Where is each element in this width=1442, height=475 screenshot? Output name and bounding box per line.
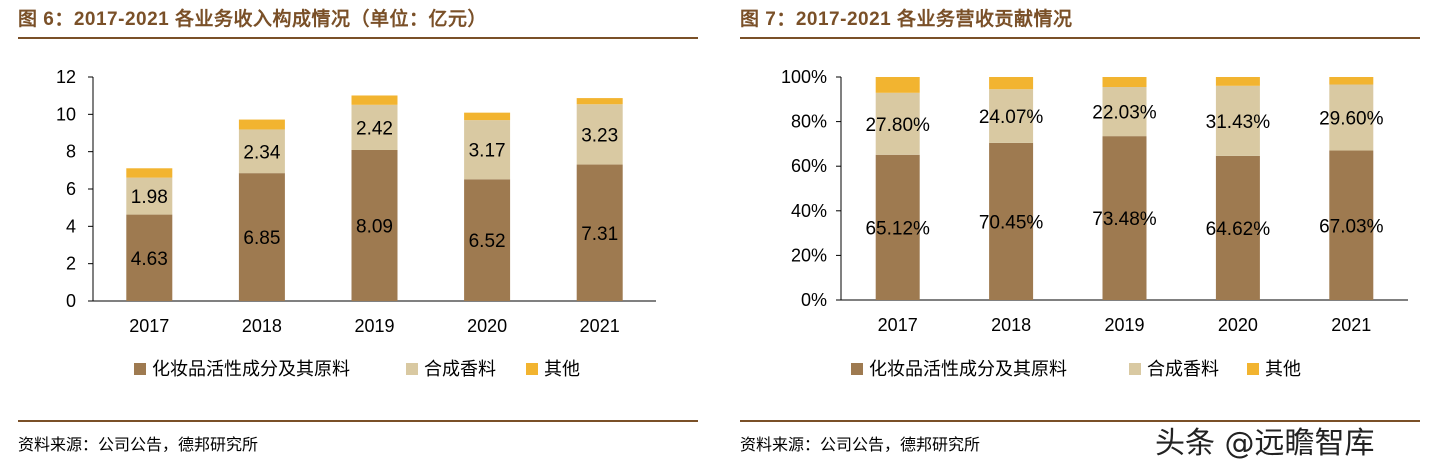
- legend-swatch-series-2: [406, 363, 418, 375]
- x-tick-label: 2019: [1104, 315, 1144, 335]
- x-tick-label: 2021: [1331, 315, 1371, 335]
- bar-2017-series-3: [875, 77, 920, 93]
- x-tick-label: 2018: [242, 316, 282, 336]
- figure-6-panel: 图 6：2017-2021 各业务收入构成情况（单位：亿元） 0 2 4 6 8 10 12…: [18, 0, 698, 475]
- bar-2018-series-1: [238, 173, 285, 301]
- data-label-2020-series-2: 31.43%: [1206, 112, 1271, 133]
- legend-label-series-3: 其他: [544, 359, 580, 380]
- data-label-2021-series-2: 29.60%: [1319, 109, 1384, 130]
- bar-2021-series-1: [1329, 150, 1374, 300]
- x-tick-label: 2019: [354, 316, 394, 336]
- x-tick-label: 2020: [467, 316, 507, 336]
- y-tick-label: 80%: [791, 112, 827, 132]
- figure-6-top-rule: [18, 37, 698, 39]
- bar-2019-series-1: [1102, 136, 1147, 300]
- y-tick-label: 0: [66, 291, 76, 311]
- data-label-2020-series-2: 3.17: [469, 141, 506, 162]
- bar-2020-series-3: [464, 112, 511, 121]
- bar-2019-series-3: [351, 95, 398, 105]
- legend-swatch-series-3: [1247, 363, 1259, 375]
- x-tick-label: 2018: [991, 315, 1031, 335]
- y-tick-label: 40%: [791, 201, 827, 221]
- bar-2021-series-3: [1329, 77, 1374, 85]
- data-label-2017-series-2: 1.98: [131, 187, 168, 208]
- bar-2021-series-3: [576, 98, 623, 105]
- bar-2018-series-2: [989, 89, 1034, 143]
- data-label-2018-series-1: 6.85: [243, 228, 280, 249]
- bar-2017-series-1: [875, 154, 920, 300]
- figure-7-title: 图 7：2017-2021 各业务营收贡献情况: [740, 9, 1073, 30]
- bar-2018-series-3: [238, 119, 285, 130]
- figure-6-bottom-rule: [18, 420, 698, 422]
- legend-swatch-series-1: [851, 363, 863, 375]
- legend-swatch-series-3: [526, 363, 538, 375]
- bar-2019-series-2: [1102, 87, 1147, 137]
- legend-swatch-series-2: [1129, 363, 1141, 375]
- data-label-2021-series-1: 67.03%: [1319, 216, 1384, 237]
- bar-2019-series-1: [351, 149, 398, 301]
- bar-2020-series-2: [464, 120, 511, 180]
- data-label-2018-series-1: 70.45%: [979, 212, 1044, 233]
- bar-2017-series-1: [126, 214, 173, 301]
- data-label-2018-series-2: 2.34: [243, 142, 280, 163]
- watermark: 头条 @远瞻智库: [1155, 426, 1375, 461]
- bar-2021-series-2: [1329, 84, 1374, 151]
- x-tick-label: 2017: [878, 315, 918, 335]
- figure-7-top-rule: [740, 37, 1420, 39]
- figure-7-chart: 0% 20% 40% 60% 80% 100% 65.12% 27.80% 2017 70.45%…: [781, 67, 1408, 380]
- y-tick-label: 4: [66, 216, 76, 236]
- data-label-2018-series-2: 24.07%: [979, 107, 1044, 128]
- bar-2020-series-3: [1215, 77, 1260, 86]
- x-tick-label: 2017: [129, 316, 169, 336]
- bar-2018-series-2: [238, 129, 285, 174]
- data-label-2020-series-1: 64.62%: [1206, 219, 1271, 240]
- y-tick-label: 10: [56, 104, 76, 124]
- bar-2020-series-1: [1215, 155, 1260, 300]
- y-tick-label: 8: [66, 142, 76, 162]
- bar-2019-series-3: [1102, 77, 1147, 88]
- bar-2021-series-2: [576, 104, 623, 165]
- y-tick-label: 12: [56, 67, 76, 87]
- data-label-2017-series-1: 4.63: [131, 249, 168, 270]
- bar-2017-series-2: [875, 92, 920, 155]
- bar-2021-series-1: [576, 164, 623, 301]
- y-tick-label: 100%: [781, 67, 827, 87]
- data-label-2019-series-1: 73.48%: [1092, 209, 1157, 230]
- legend-label-series-1: 化妆品活性成分及其原料: [869, 359, 1067, 380]
- x-tick-label: 2021: [580, 316, 620, 336]
- data-label-2021-series-2: 3.23: [581, 125, 618, 146]
- bar-2017-series-3: [126, 168, 173, 178]
- bar-2020-series-2: [1215, 85, 1260, 156]
- legend-label-series-2: 合成香料: [1147, 359, 1219, 380]
- figure-6-chart: 0 2 4 6 8 10 12 4.63 1.98 2017 6.85 2.34 2018 8.09 2.4…: [56, 67, 656, 380]
- data-label-2019-series-2: 22.03%: [1092, 103, 1157, 124]
- y-tick-label: 20%: [791, 245, 827, 265]
- y-tick-label: 6: [66, 179, 76, 199]
- figure-6-source: 资料来源：公司公告，德邦研究所: [18, 435, 259, 454]
- figure-7-bottom-rule: [740, 420, 1420, 422]
- data-label-2020-series-1: 6.52: [469, 231, 506, 252]
- bar-2018-series-1: [989, 142, 1034, 300]
- legend-label-series-3: 其他: [1265, 359, 1301, 380]
- bar-2018-series-3: [989, 77, 1034, 90]
- bar-2017-series-2: [126, 177, 173, 215]
- y-tick-label: 2: [66, 254, 76, 274]
- legend-label-series-2: 合成香料: [424, 359, 496, 380]
- figure-6-title: 图 6：2017-2021 各业务收入构成情况（单位：亿元）: [18, 9, 487, 30]
- y-tick-label: 0%: [801, 290, 827, 310]
- figure-7-source: 资料来源：公司公告，德邦研究所: [740, 435, 981, 454]
- y-tick-label: 60%: [791, 156, 827, 176]
- data-label-2017-series-2: 27.80%: [865, 115, 930, 136]
- figure-7-panel: 图 7：2017-2021 各业务营收贡献情况 0% 20% 40% 60% 80% 10…: [740, 0, 1420, 475]
- data-label-2021-series-1: 7.31: [581, 224, 618, 245]
- bar-2020-series-1: [464, 179, 511, 301]
- bar-2019-series-2: [351, 104, 398, 150]
- data-label-2019-series-1: 8.09: [356, 216, 393, 237]
- data-label-2017-series-1: 65.12%: [865, 218, 930, 239]
- x-tick-label: 2020: [1218, 315, 1258, 335]
- legend-label-series-1: 化妆品活性成分及其原料: [152, 359, 350, 380]
- legend-swatch-series-1: [134, 363, 146, 375]
- data-label-2019-series-2: 2.42: [356, 118, 393, 139]
